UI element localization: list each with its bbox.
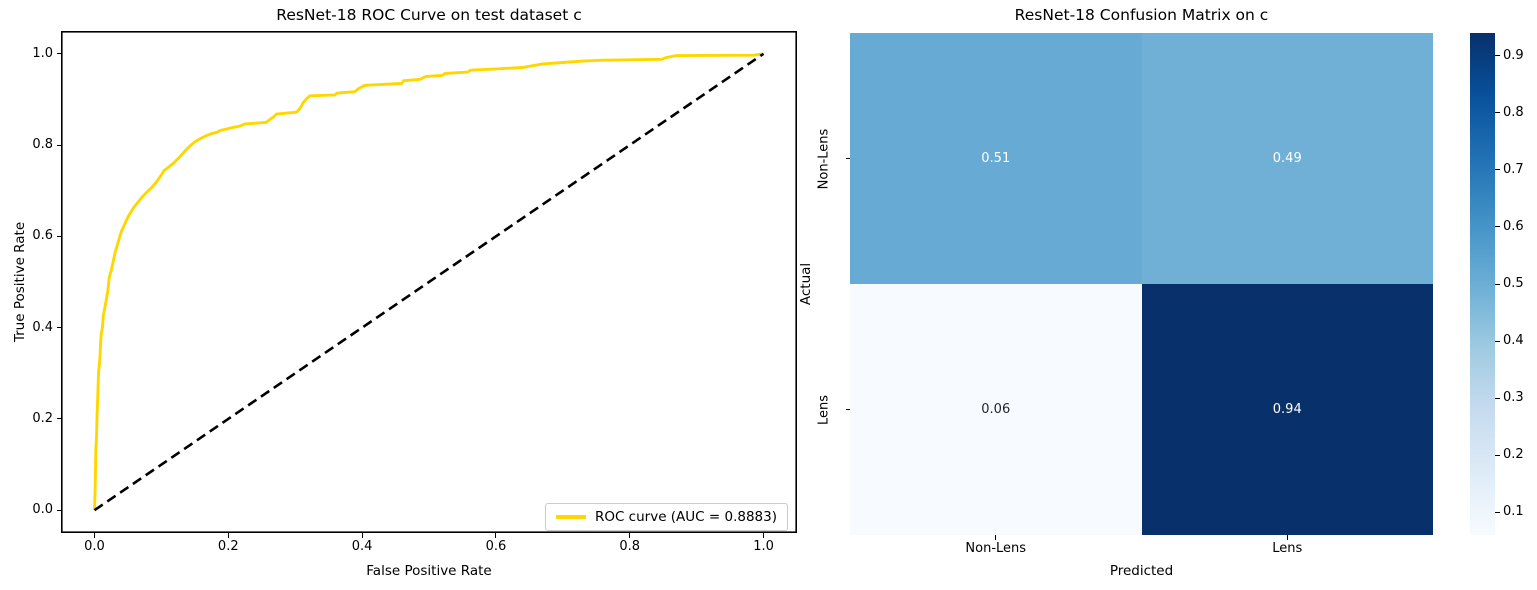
roc-legend-label: ROC curve (AUC = 0.8883) (594, 509, 777, 525)
roc-ytick-mark (56, 418, 61, 420)
colorbar-tick-mark (1495, 397, 1500, 399)
roc-ytick-mark (56, 327, 61, 329)
cm-xtick-mark (1286, 535, 1288, 540)
colorbar-tick-mark (1495, 55, 1500, 57)
colorbar-tick-label: 0.4 (1503, 333, 1524, 349)
cm-ytick-mark (845, 409, 850, 410)
colorbar-tick-mark (1495, 511, 1500, 513)
roc-legend-line-swatch (555, 515, 586, 519)
colorbar-tick-label: 0.8 (1503, 104, 1524, 120)
colorbar-tick-label: 0.7 (1503, 161, 1524, 177)
colorbar-tick-label: 0.6 (1503, 218, 1524, 234)
roc-xtick-mark (763, 533, 765, 538)
roc-ytick-mark (56, 53, 61, 55)
roc-xtick-mark (227, 533, 229, 538)
roc-axes-spines (61, 31, 798, 533)
cm-xtick-label: Lens (1272, 541, 1303, 556)
cm-ylabel: Actual (798, 262, 814, 306)
roc-ytick-label: 0.2 (32, 410, 53, 426)
cm-ytick-label: Non-Lens (816, 128, 832, 189)
confusion-matrix-title: ResNet-18 Confusion Matrix on c (1014, 6, 1269, 24)
roc-ytick-label: 1.0 (32, 45, 53, 61)
roc-ytick-label: 0.8 (32, 137, 53, 153)
roc-xtick-label: 0.4 (351, 539, 373, 554)
colorbar-tick-mark (1495, 226, 1500, 228)
cm-cell-non-lens-non-lens: 0.51 (850, 33, 1142, 284)
colorbar-tick-mark (1495, 283, 1500, 285)
roc-curve-line (93, 52, 764, 511)
roc-xtick-mark (93, 533, 95, 538)
roc-xtick-label: 0.2 (217, 539, 239, 554)
colorbar-tick-label: 0.2 (1503, 447, 1524, 463)
colorbar-tick-mark (1495, 169, 1500, 171)
colorbar-tick-label: 0.1 (1503, 504, 1524, 520)
roc-xtick-mark (361, 533, 363, 538)
confusion-matrix-grid: 0.51 0.49 0.06 0.94 (850, 33, 1433, 535)
chance-diagonal-line (93, 52, 765, 512)
colorbar-tick-label: 0.9 (1503, 47, 1524, 63)
roc-xtick-mark (629, 533, 631, 538)
roc-plot-area: ROC curve (AUC = 0.8883) (61, 31, 798, 533)
colorbar-tick-label: 0.5 (1503, 276, 1524, 291)
colorbar-tick-mark (1495, 454, 1500, 456)
cm-ytick-label: Lens (816, 394, 832, 425)
roc-title: ResNet-18 ROC Curve on test dataset c (276, 6, 582, 24)
colorbar-tick-label: 0.3 (1503, 390, 1524, 406)
colorbar-tick-mark (1495, 340, 1500, 342)
roc-xtick-label: 0.8 (619, 539, 641, 554)
cm-cell-non-lens-lens: 0.49 (1141, 33, 1433, 284)
cm-cell-lens-non-lens: 0.06 (850, 284, 1142, 535)
cm-xtick-mark (995, 535, 997, 540)
roc-ytick-mark (56, 235, 61, 237)
roc-ytick-mark (56, 509, 61, 511)
cm-ytick-mark (845, 158, 850, 159)
roc-canvas (61, 31, 798, 533)
colorbar-tick-mark (1495, 112, 1500, 114)
roc-ytick-label: 0.4 (32, 319, 53, 335)
roc-xtick-label: 0.6 (485, 539, 507, 554)
roc-ytick-label: 0.0 (32, 502, 53, 518)
roc-ytick-label: 0.6 (32, 228, 53, 244)
cm-xlabel: Predicted (1109, 563, 1174, 579)
roc-ytick-mark (56, 144, 61, 146)
roc-legend: ROC curve (AUC = 0.8883) (544, 503, 788, 531)
roc-xtick-mark (495, 533, 497, 538)
roc-xtick-label: 1.0 (753, 539, 774, 554)
roc-xlabel: False Positive Rate (366, 563, 492, 579)
colorbar (1470, 33, 1495, 535)
cm-xtick-label: Non-Lens (965, 541, 1027, 556)
cm-cell-lens-lens: 0.94 (1141, 284, 1433, 535)
roc-xtick-label: 0.0 (84, 539, 105, 554)
